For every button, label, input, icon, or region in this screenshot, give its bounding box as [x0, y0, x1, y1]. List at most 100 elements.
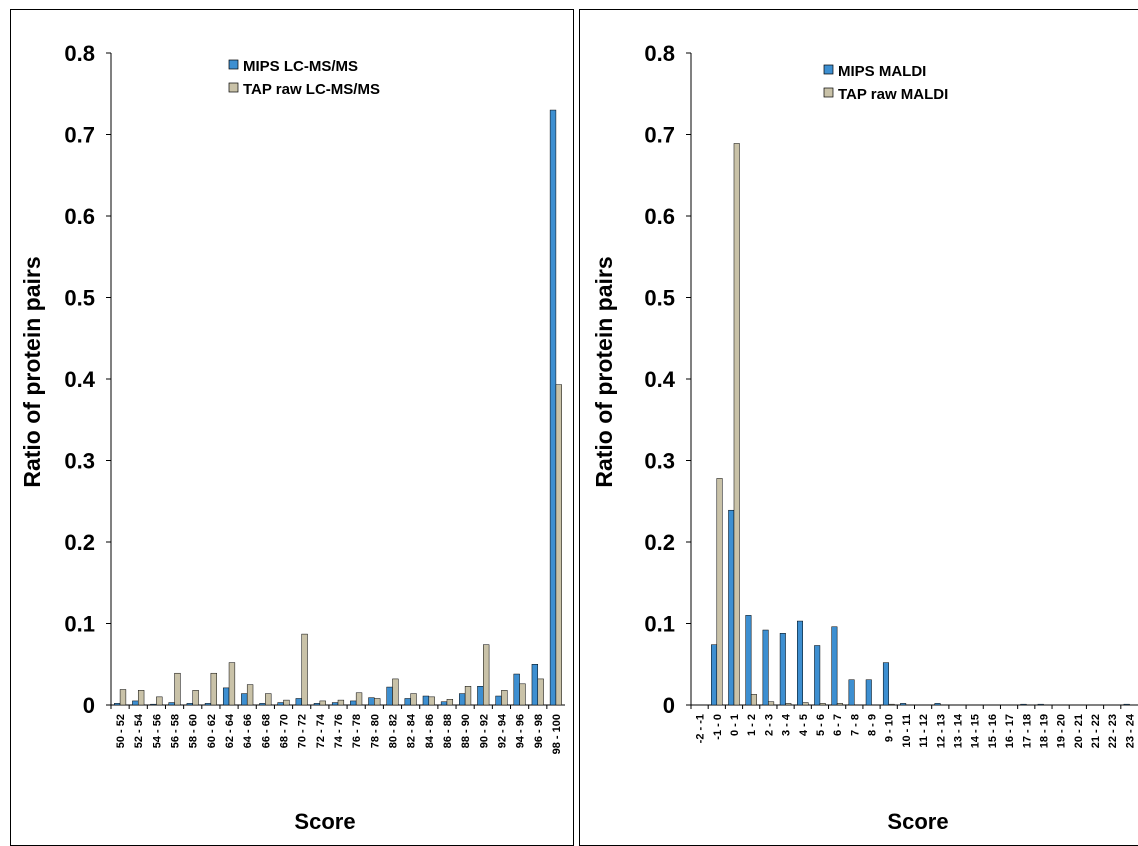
bar-tap-6 [802, 702, 809, 706]
y-tick-label: 0.8 [644, 41, 675, 66]
x-tick-label: 21 - 22 [1090, 714, 1102, 748]
x-tick-label: 12 - 13 [935, 714, 947, 748]
bar-tap-8 [265, 693, 272, 706]
bar-mips-19 [459, 693, 466, 706]
x-tick-label: 58 - 60 [188, 714, 200, 748]
chart-maldi: 0 0.1 0.2 0.3 0.4 0.5 0.6 0.7 0.8 -2 - -1 -1 - 0 0 … [591, 41, 1138, 834]
x-tick-label: 20 - 21 [1073, 714, 1085, 748]
bar-tap-2 [733, 143, 740, 706]
y-tick-label: 0.7 [644, 123, 675, 148]
x-tick-label: 13 - 14 [952, 713, 964, 748]
legend-label-tap: TAP raw LC-MS/MS [243, 81, 380, 98]
bar-tap-22 [519, 683, 526, 706]
x-tick-label: 14 - 15 [970, 714, 982, 748]
bar-tap-11 [319, 700, 326, 706]
legend-label-tap: TAP raw MALDI [838, 86, 948, 103]
x-tick-label: 15 - 16 [987, 714, 999, 748]
bar-mips-8 [831, 626, 838, 706]
x-tick-label: 5 - 6 [815, 714, 827, 736]
x-tick-label: 50 - 52 [115, 714, 127, 748]
y-tick-label: 0.2 [64, 530, 95, 555]
bar-mips-25 [1123, 703, 1130, 706]
x-tick-label: 17 - 18 [1021, 714, 1033, 748]
x-axis-title: Score [294, 809, 355, 834]
x-tick-label: 6 - 7 [832, 714, 844, 736]
legend-label-mips: MIPS MALDI [838, 63, 926, 80]
x-tick-label: 54 - 56 [151, 714, 163, 748]
bar-mips-16 [404, 698, 411, 706]
x-tick-label: 86 - 88 [442, 714, 454, 748]
bar-mips-5 [204, 703, 212, 706]
bar-mips-9 [277, 702, 284, 706]
bar-tap-10 [301, 633, 308, 706]
x-tick-label: 92 - 94 [496, 713, 508, 748]
bar-mips-14 [368, 697, 375, 706]
bar-mips-1 [132, 700, 139, 706]
bar-mips-8 [259, 703, 266, 706]
bar-tap-1 [137, 690, 145, 706]
y-tick-label: 0.1 [644, 612, 675, 637]
bar-tap-0 [119, 689, 127, 706]
x-tick-label: 90 - 92 [478, 714, 490, 748]
y-tick-label: 0.6 [64, 204, 95, 229]
bar-tap-12 [337, 699, 345, 706]
x-tick-label: 78 - 80 [369, 714, 381, 748]
x-tick-label: 10 - 11 [901, 714, 913, 748]
x-tick-label: 56 - 58 [170, 714, 182, 748]
bar-tap-15 [392, 678, 399, 706]
left-chart-panel [10, 9, 574, 846]
bar-mips-6 [797, 620, 803, 706]
y-axis-title: Ratio of protein pairs [19, 256, 45, 487]
legend-swatch-mips [823, 64, 834, 75]
bar-tap-20 [483, 644, 490, 706]
x-tick-label: 0 - 1 [729, 714, 741, 736]
bar-tap-5 [210, 672, 217, 706]
bar-mips-18 [440, 701, 448, 706]
bar-tap-3 [174, 672, 181, 706]
bar-mips-21 [495, 695, 502, 706]
bar-tap-21 [501, 690, 508, 706]
x-tick-label: 8 - 9 [867, 714, 879, 736]
x-tick-label: 84 - 86 [424, 714, 436, 748]
bar-tap-19 [464, 686, 472, 706]
bar-mips-1 [711, 644, 718, 706]
bar-mips-10 [295, 698, 302, 706]
x-tick-label: 94 - 96 [515, 714, 527, 748]
y-tick-label: 0 [83, 693, 95, 718]
y-tick-label: 0.5 [644, 286, 675, 311]
x-tick-label: 80 - 82 [387, 714, 399, 748]
x-tick-label: 19 - 20 [1056, 714, 1068, 748]
bar-mips-19 [1020, 703, 1027, 706]
x-tick-label: 4 - 5 [798, 714, 810, 736]
bar-tap-14 [374, 698, 381, 706]
y-tick-label: 0.3 [64, 449, 95, 474]
bar-mips-23 [531, 664, 539, 706]
legend-swatch-tap [228, 82, 239, 93]
bar-tap-13 [355, 692, 363, 706]
x-tick-label: -1 - 0 [712, 714, 724, 740]
x-tick-label: 68 - 70 [279, 714, 291, 748]
x-tick-label: 82 - 84 [406, 713, 418, 748]
y-tick-label: 0.5 [64, 286, 95, 311]
x-tick-label: 74 - 76 [333, 714, 345, 748]
bar-tap-7 [819, 703, 826, 706]
bar-mips-4 [186, 703, 193, 706]
x-tick-label: 16 - 17 [1004, 714, 1016, 748]
bar-tap-9 [283, 699, 290, 706]
bar-tap-16 [410, 693, 417, 706]
x-tick-label: 11 - 12 [918, 714, 930, 748]
x-tick-label: 23 - 24 [1124, 713, 1136, 748]
bar-mips-13 [350, 700, 357, 706]
bar-tap-11 [888, 703, 895, 706]
legend-swatch-mips [228, 59, 239, 70]
bar-mips-12 [331, 702, 339, 706]
legend-label-mips: MIPS LC-MS/MS [243, 58, 358, 75]
bar-tap-3 [750, 694, 757, 706]
bar-mips-17 [422, 695, 430, 706]
x-tick-label: 9 - 10 [884, 714, 896, 742]
bar-tap-7 [246, 684, 254, 706]
bar-mips-11 [882, 662, 889, 706]
bar-mips-3 [745, 615, 752, 706]
x-tick-label: 96 - 98 [533, 714, 545, 748]
